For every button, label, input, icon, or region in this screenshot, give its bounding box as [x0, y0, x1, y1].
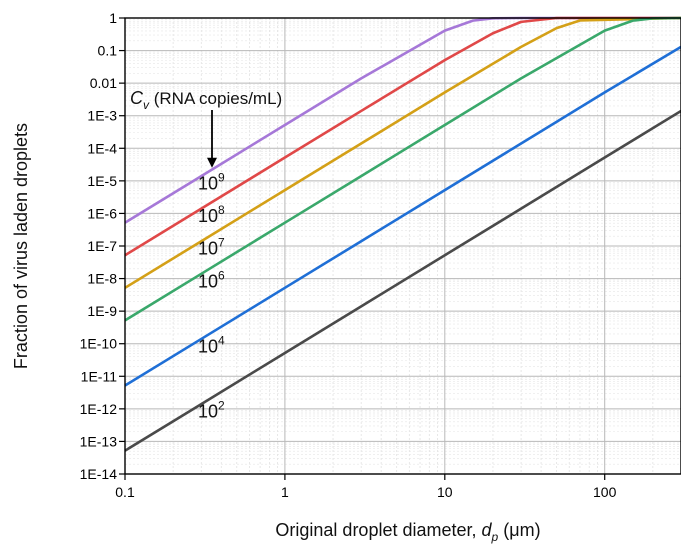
- x-tick-labels: 0.1 1 10 100: [115, 484, 616, 500]
- curve-label-10-8: 108: [198, 203, 225, 226]
- curve-labels: 109 108 107 106 104 102: [198, 171, 225, 422]
- y-tick-label: 1E-8: [87, 271, 117, 287]
- curve-label-10-2: 102: [198, 399, 225, 422]
- y-tick-label: 1E-13: [80, 433, 118, 449]
- series-line-10-4: [124, 45, 681, 387]
- annotation: Cv (RNA copies/mL): [130, 88, 282, 168]
- y-axis-title: Fraction of virus laden droplets: [11, 123, 31, 369]
- series-line-10-6: [124, 16, 681, 322]
- annotation-label: Cv (RNA copies/mL): [130, 88, 282, 112]
- series-line-10-7: [124, 16, 681, 289]
- y-tick-label: 1E-6: [87, 205, 117, 221]
- annotation-arrowhead: [206, 157, 217, 168]
- y-tick-label: 1E-9: [87, 303, 117, 319]
- x-tick-label: 100: [593, 484, 617, 500]
- y-tick-label: 1E-12: [80, 401, 118, 417]
- y-tick-label: 1: [109, 10, 117, 26]
- y-tick-label: 1E-4: [87, 140, 117, 156]
- x-axis-title: Original droplet diameter, dp (μm): [275, 520, 540, 544]
- y-tick-label: 1E-5: [87, 173, 117, 189]
- y-tick-labels: 1 0.1 0.01 1E-3 1E-4 1E-5 1E-6 1E-7 1E-8 1E-9 1E-1…: [80, 10, 118, 482]
- y-tick-label: 1E-11: [81, 368, 118, 384]
- x-tick-label: 0.1: [115, 484, 135, 500]
- y-tick-label: 1E-14: [80, 466, 118, 482]
- curve-label-10-7: 107: [198, 236, 225, 259]
- curve-label-10-6: 106: [198, 268, 225, 291]
- x-tick-label: 10: [437, 484, 453, 500]
- series-line-10-8: [124, 16, 681, 257]
- curve-label-10-9: 109: [198, 171, 225, 194]
- y-tick-label: 0.1: [98, 43, 118, 59]
- y-tick-label: 1E-10: [80, 336, 118, 352]
- y-tick-label: 1E-7: [87, 238, 117, 254]
- series-line-10-2: [124, 109, 681, 452]
- y-tick-label: 0.01: [90, 75, 117, 91]
- x-tick-label: 1: [281, 484, 289, 500]
- axis-ticks: [119, 17, 606, 480]
- y-tick-label: 1E-3: [87, 108, 117, 124]
- curve-label-10-4: 104: [198, 333, 225, 356]
